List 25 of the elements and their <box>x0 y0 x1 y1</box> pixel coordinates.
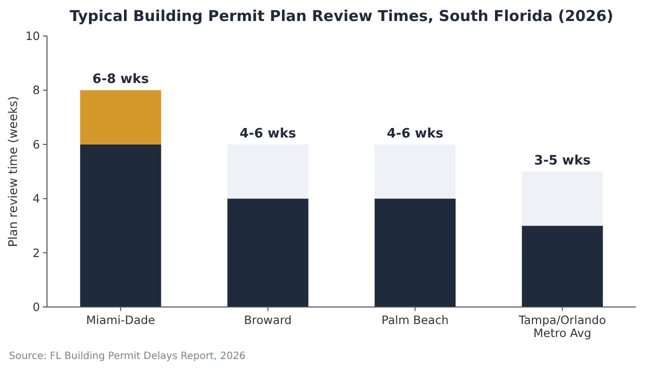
bar <box>374 144 456 199</box>
source-note: Source: FL Building Permit Delays Report, 2026 <box>9 351 246 362</box>
total-label: 6-8 wks <box>92 72 150 88</box>
y-axis-title: Plan review time (weeks) <box>6 96 20 247</box>
chart-title: Typical Building Permit Plan Review Times, South Florida (2026) <box>70 7 614 25</box>
x-tick-label: Broward <box>244 313 292 327</box>
total-label: 4-6 wks <box>386 126 444 142</box>
bar <box>522 226 603 307</box>
y-tick-label: 6 <box>32 137 40 152</box>
bar <box>522 172 603 226</box>
x-tick-label: Palm Beach <box>382 313 449 327</box>
bar <box>227 144 308 199</box>
bar <box>227 198 308 307</box>
x-tick-label: Tampa/Orlando Metro Avg <box>518 313 606 340</box>
x-tick-label: Miami-Dade <box>86 313 156 327</box>
y-tick-label: 10 <box>25 29 40 44</box>
bar <box>374 198 456 307</box>
total-label: 3-5 wks <box>534 154 591 168</box>
y-tick-label: 0 <box>32 300 40 314</box>
total-label: 4-6 wks <box>240 126 296 142</box>
bar <box>80 144 162 307</box>
y-tick-label: 2 <box>32 246 40 260</box>
y-tick-label: 8 <box>32 83 40 98</box>
bar <box>80 90 162 144</box>
y-tick-label: 4 <box>32 192 40 206</box>
